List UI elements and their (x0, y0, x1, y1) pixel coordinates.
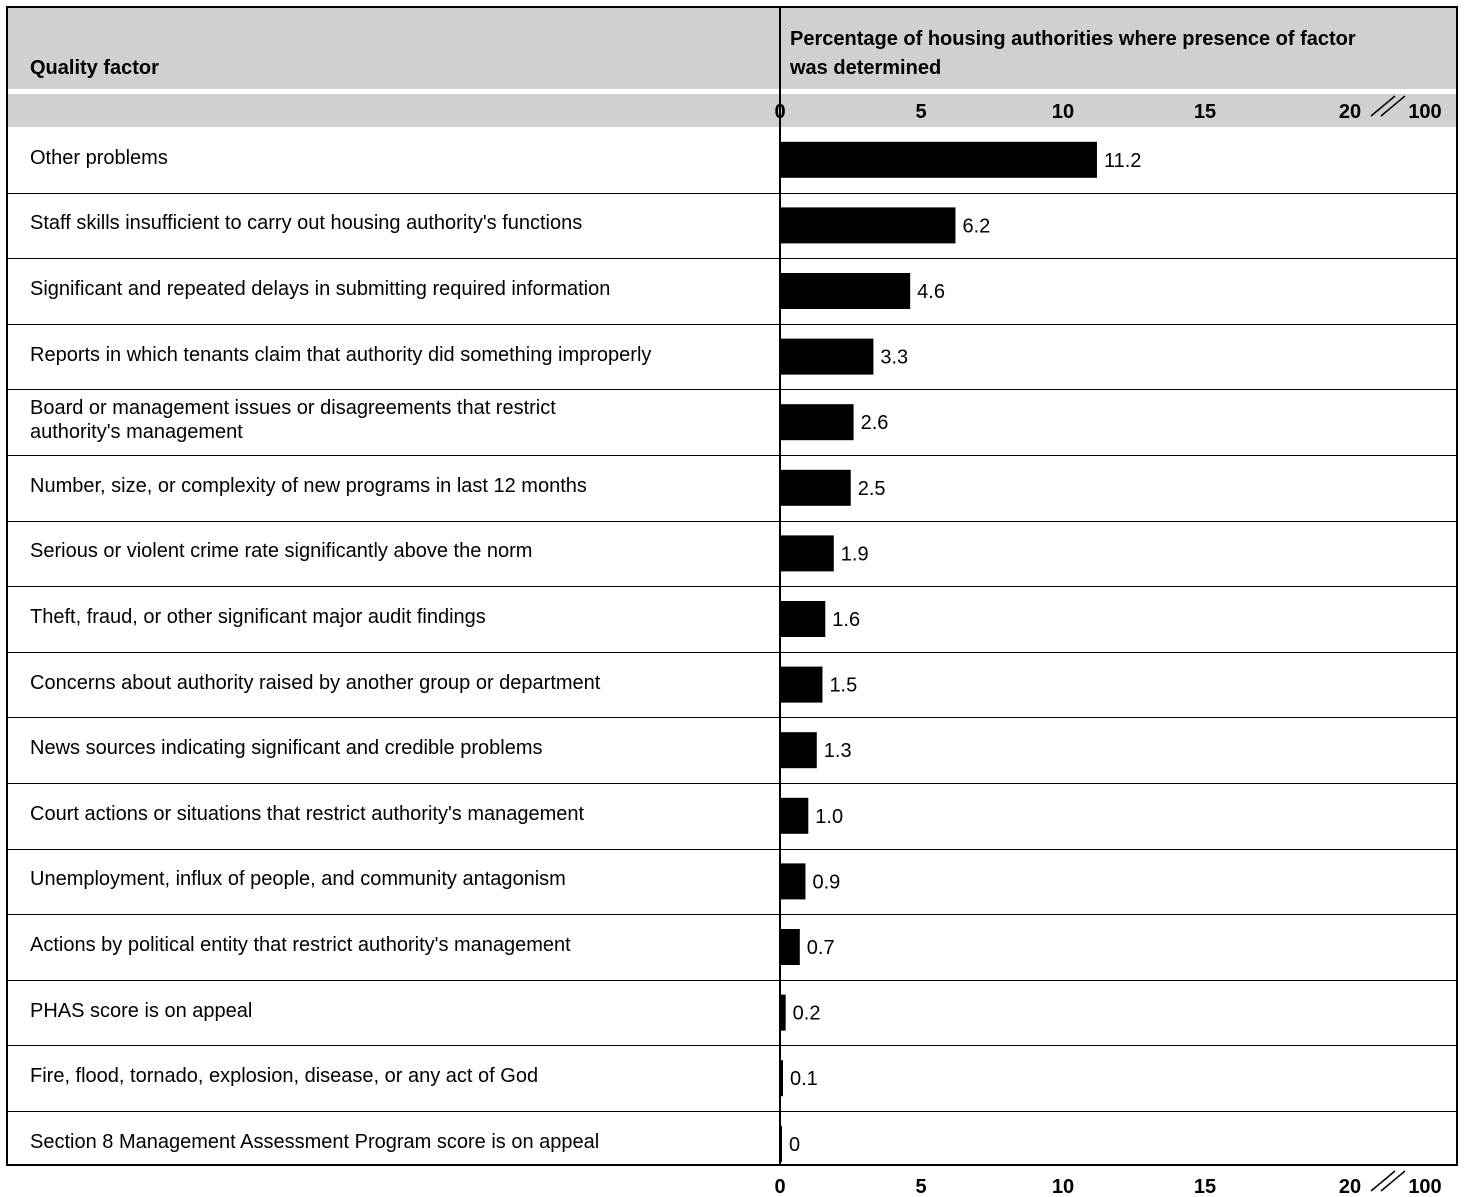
axis-break-mark (1380, 95, 1406, 117)
tick-label-bottom: 10 (1052, 1176, 1074, 1197)
row-label: News sources indicating significant and … (30, 737, 543, 760)
row-separator (8, 783, 1456, 784)
tick-label-top: 10 (1052, 101, 1074, 123)
value-label: 11.2 (1104, 150, 1141, 172)
axis-break-mark (1370, 1170, 1396, 1192)
row-separator (8, 258, 1456, 259)
row-label: Theft, fraud, or other significant major… (30, 606, 486, 628)
value-label: 1.6 (832, 609, 860, 631)
row-label: Other problems (30, 146, 168, 169)
row-separator (8, 521, 1456, 522)
tick-label-bottom: 5 (915, 1176, 926, 1197)
row-separator (8, 717, 1456, 718)
tick-label-top: 100 (1408, 101, 1441, 123)
row-separator (8, 586, 1456, 587)
value-label: 0.1 (790, 1068, 818, 1090)
row-separator (8, 1111, 1456, 1112)
tick-label-top: 15 (1194, 101, 1216, 123)
header-right-band (781, 8, 1456, 89)
value-label: 2.6 (861, 412, 889, 434)
bar (780, 601, 826, 637)
row-separator (8, 849, 1456, 850)
value-label: 4.6 (917, 281, 945, 303)
row-label: Unemployment, influx of people, and comm… (30, 868, 566, 891)
tick-label-bottom: 15 (1194, 1176, 1216, 1197)
zero-axis-line (779, 8, 781, 1164)
bar (780, 994, 786, 1031)
bar (780, 141, 1097, 178)
row-label: Section 8 Management Assessment Program … (30, 1130, 600, 1153)
axis-break-mark (1370, 95, 1396, 117)
value-label: 0.9 (812, 871, 840, 893)
row-separator (8, 389, 1456, 390)
value-label: 1.5 (829, 675, 857, 697)
value-label: 0.2 (793, 1003, 821, 1025)
value-label: 1.9 (841, 543, 869, 565)
tick-band (8, 94, 1456, 127)
tick-label-top: 5 (915, 101, 926, 123)
value-label: 3.3 (880, 347, 908, 369)
row-label: Board or management issues or disagreeme… (30, 397, 556, 444)
row-label: Number, size, or complexity of new progr… (30, 474, 587, 497)
column-title-percentage: Percentage of housing authorities where … (790, 28, 1356, 79)
row-label: Fire, flood, tornado, explosion, disease… (30, 1065, 539, 1088)
tick-label-bottom: 20 (1339, 1176, 1361, 1197)
bar (780, 666, 823, 703)
chart-frame (6, 6, 1458, 1166)
axis-break-mark (1380, 1170, 1406, 1192)
row-label: Reports in which tenants claim that auth… (30, 343, 652, 366)
header-left-band (8, 8, 779, 89)
bar (780, 273, 911, 309)
bar (780, 338, 874, 375)
row-separator (8, 980, 1456, 981)
row-label: Serious or violent crime rate significan… (30, 540, 533, 563)
value-label: 2.5 (858, 478, 886, 500)
value-label: 0 (789, 1134, 800, 1156)
value-label: 1.3 (824, 740, 852, 762)
row-separator (8, 324, 1456, 325)
row-label: Court actions or situations that restric… (30, 802, 585, 825)
bar (780, 732, 817, 769)
tick-label-bottom: 0 (774, 1176, 785, 1197)
value-label: 0.7 (807, 937, 835, 959)
row-separator (8, 1045, 1456, 1046)
bar (780, 469, 851, 506)
row-separator (8, 652, 1456, 653)
column-title-quality-factor: Quality factor (30, 57, 159, 79)
tick-label-top: 20 (1339, 101, 1361, 123)
bar (780, 863, 806, 900)
bar (780, 404, 854, 441)
value-label: 6.2 (962, 215, 990, 237)
row-label: Significant and repeated delays in submi… (30, 278, 611, 300)
row-label: PHAS score is on appeal (30, 999, 253, 1022)
row-label: Concerns about authority raised by anoth… (30, 671, 601, 694)
row-label: Staff skills insufficient to carry out h… (30, 212, 583, 235)
tick-label-bottom: 100 (1408, 1176, 1441, 1197)
bar (780, 929, 800, 965)
bar (780, 535, 834, 572)
bar (780, 207, 956, 244)
bar (780, 1125, 782, 1162)
row-label: Actions by political entity that restric… (30, 934, 571, 956)
bar (780, 1060, 783, 1097)
row-separator (8, 193, 1456, 194)
row-separator (8, 914, 1456, 915)
row-separator (8, 455, 1456, 456)
bar (780, 797, 809, 834)
value-label: 1.0 (815, 806, 843, 828)
